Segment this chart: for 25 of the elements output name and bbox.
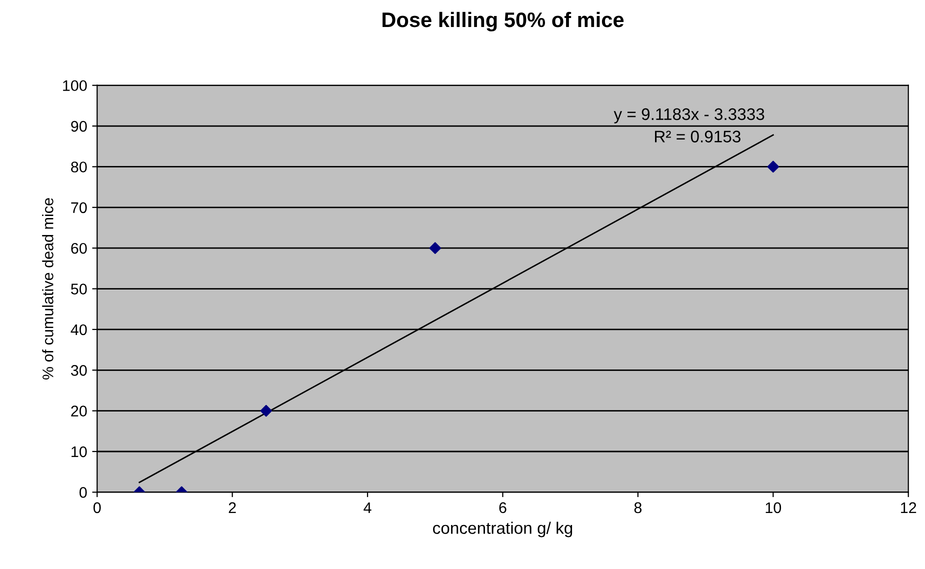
x-tick-label: 12 (901, 502, 916, 513)
y-tick-label: 10 (72, 446, 87, 458)
x-axis-title: concentration g/ kg (433, 522, 572, 538)
x-tick-label: 4 (364, 502, 372, 513)
x-tick-label: 10 (766, 502, 782, 514)
x-tick-label: 2 (228, 502, 236, 513)
x-tick-label: 0 (93, 502, 101, 514)
x-tick-label: 6 (499, 502, 506, 514)
annotation: R² = 0.9153 (655, 130, 740, 142)
y-axis-title: % of cumulative dead mice (42, 198, 54, 380)
x-tick-label: 8 (634, 502, 642, 514)
chart-title: Dose killing 50% of mice (382, 12, 624, 32)
y-tick-label: 40 (70, 324, 87, 336)
y-tick-label: 20 (71, 406, 87, 417)
y-tick-label: 100 (63, 80, 87, 92)
point (767, 160, 780, 173)
y-tick-label: 60 (71, 242, 87, 254)
y-tick-label: 80 (71, 162, 87, 172)
y-tick-label: 90 (71, 120, 87, 132)
point (429, 242, 442, 254)
y-tick-label: 30 (70, 365, 87, 376)
annotation: y = 9.1183x - 3.3333 (614, 108, 764, 124)
y-tick-label: 0 (80, 487, 87, 498)
y-tick-label: 70 (71, 202, 87, 214)
y-tick-label: 50 (71, 284, 87, 294)
